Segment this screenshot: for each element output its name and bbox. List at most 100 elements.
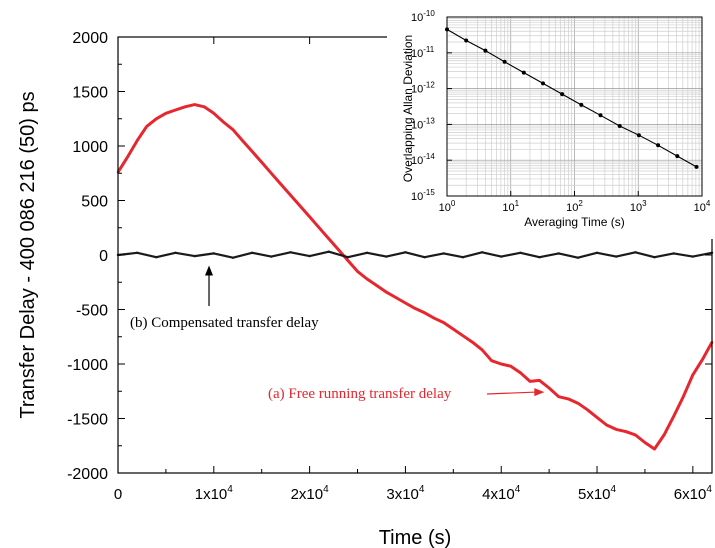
series-0-point-60 <box>691 373 694 377</box>
annotation-a-arrow-line <box>486 391 537 395</box>
series-1-point-11 <box>327 250 330 253</box>
y-tick-label-8: -2000 <box>67 466 108 483</box>
inset-y-tick-label-4: 10-14 <box>411 152 435 167</box>
series-1-point-21 <box>519 251 522 254</box>
series-0-point-48 <box>576 402 580 405</box>
series-0-point-57 <box>662 433 666 437</box>
inset-point-12 <box>675 154 680 159</box>
series-0-point-19 <box>298 204 302 208</box>
annotation-b-arrow-head <box>205 265 214 276</box>
y-tick-label-7: -1500 <box>67 412 108 429</box>
series-0-point-37 <box>471 341 474 344</box>
series-0-point-36 <box>461 334 465 337</box>
inset-x-axis-label: Averaging Time (s) <box>524 215 624 229</box>
series-1-point-13 <box>365 251 369 254</box>
series-1-point-24 <box>576 256 580 259</box>
series-0-point-17 <box>279 183 283 186</box>
series-1-point-15 <box>404 251 407 254</box>
inset-x-tick-label-2: 102 <box>566 199 583 214</box>
series-0-point-51 <box>605 423 608 427</box>
x-tick-label-4: 4x104 <box>482 484 521 503</box>
series-1-point-25 <box>595 251 599 254</box>
y-tick-label-2: 1000 <box>72 139 108 156</box>
series-1-point-5 <box>212 252 215 255</box>
series-0-point-47 <box>567 397 570 401</box>
inset-point-2 <box>483 48 488 53</box>
series-0-point-22 <box>327 237 330 240</box>
inset-ticks-group: 100 101 102 103 104 10-10 10-11 10-12 10-13 10-14… <box>411 9 711 214</box>
series-0-point-14 <box>250 150 254 153</box>
x-tick-label-1: 1x104 <box>195 484 234 503</box>
main-ticks-group: 0 1x104 2x104 3x104 4x104 5x104 6x104 2000 1500 1… <box>67 30 712 503</box>
inset-series-group <box>445 27 699 169</box>
series-1-point-27 <box>634 251 637 254</box>
series-0-point-58 <box>672 415 675 418</box>
series-1-point-23 <box>557 252 560 255</box>
series-0-point-38 <box>480 348 484 351</box>
main-y-axis-label: Transfer Delay - 400 086 216 (50) ps <box>17 91 39 418</box>
inset-x-tick-label-1: 101 <box>502 199 519 214</box>
inset-point-7 <box>579 102 584 107</box>
series-1-point-18 <box>461 256 465 259</box>
series-1-point-7 <box>250 251 254 254</box>
inset-point-5 <box>541 81 545 86</box>
series-0-point-49 <box>586 408 589 411</box>
series-1-point-16 <box>423 256 426 259</box>
inset-y-axis-label: Overlapping Allan Deviation <box>401 35 415 182</box>
series-0-point-32 <box>423 311 426 314</box>
x-tick-label-3: 3x104 <box>386 484 425 503</box>
series-1-point-3 <box>174 251 177 254</box>
series-0-point-39 <box>490 359 493 362</box>
series-0-point-43 <box>528 380 532 383</box>
inset-y-tick-label-0: 10-10 <box>411 9 435 24</box>
series-1-point-22 <box>538 256 541 259</box>
series-0-point-29 <box>394 296 397 299</box>
series-0-point-40 <box>500 362 503 366</box>
series-1-point-29 <box>672 252 675 255</box>
annotation-a-arrow-head <box>534 388 545 397</box>
series-0-point-4 <box>155 117 158 121</box>
x-tick-label-5: 5x104 <box>578 484 617 503</box>
series-0-point-28 <box>385 290 388 294</box>
main-chart: 0 1x104 2x104 3x104 4x104 5x104 6x104 2000 1500 1… <box>17 30 714 548</box>
series-0-point-26 <box>365 277 369 281</box>
series-0-point-34 <box>442 321 445 324</box>
inset-y-tick-label-5: 10-15 <box>411 188 435 203</box>
y-tick-label-5: -500 <box>76 303 108 320</box>
series-0-point-50 <box>595 416 599 419</box>
inset-point-6 <box>560 92 565 97</box>
series-0-point-24 <box>346 259 350 262</box>
series-0-point-53 <box>624 430 627 433</box>
series-0-point-15 <box>260 161 263 164</box>
inset-x-tick-label-0: 100 <box>439 199 456 214</box>
series-0-point-44 <box>538 379 541 382</box>
series-1-point-28 <box>653 256 656 259</box>
inset-point-11 <box>656 143 661 148</box>
series-0-point-13 <box>241 139 244 142</box>
inset-background <box>387 5 714 239</box>
series-0-point-7 <box>183 105 187 109</box>
series-0-point-33 <box>433 317 436 320</box>
series-1-point-19 <box>480 251 484 254</box>
series-0-point-9 <box>203 105 206 109</box>
series-0-point-56 <box>653 447 656 451</box>
series-0-point-18 <box>289 193 292 197</box>
series-0-point-23 <box>337 248 340 251</box>
inset-x-tick-label-3: 103 <box>630 199 647 214</box>
x-tick-label-6: 6x104 <box>674 484 713 503</box>
inset-point-10 <box>636 133 641 138</box>
y-tick-label-1: 1500 <box>72 85 108 102</box>
series-0-point-42 <box>519 371 522 374</box>
series-0-point-59 <box>682 395 685 398</box>
series-0-point-2 <box>136 139 139 142</box>
series-0-point-21 <box>318 226 321 229</box>
series-1-point-2 <box>155 256 158 259</box>
series-0-point-11 <box>222 120 225 124</box>
series-1-point-12 <box>346 256 350 259</box>
inset-point-3 <box>502 59 507 64</box>
series-1-point-10 <box>308 254 311 258</box>
main-annotations-group: (a) Free running transfer delay (b) Compe… <box>130 265 545 402</box>
series-1-point-30 <box>691 255 694 258</box>
y-tick-label-4: 0 <box>99 248 108 265</box>
